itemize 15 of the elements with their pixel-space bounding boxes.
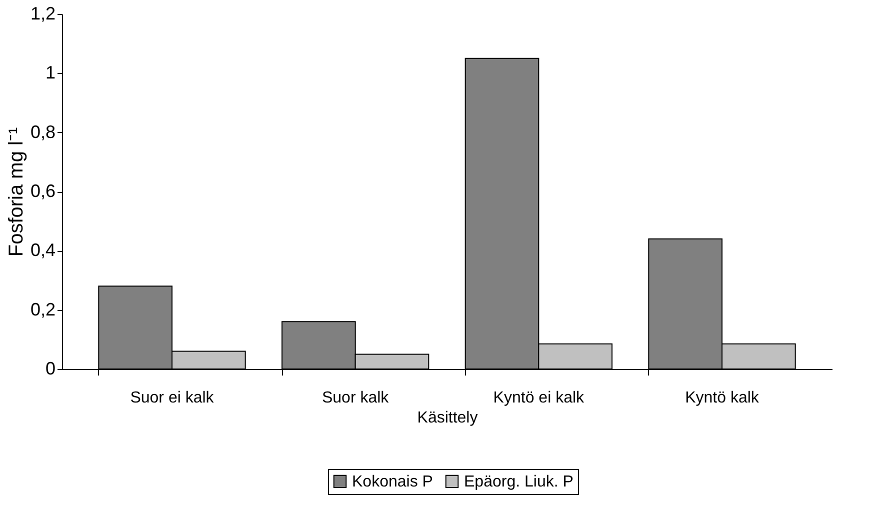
x-tick-label: Suor kalk (322, 390, 390, 406)
legend-label: Kokonais P (352, 473, 433, 490)
y-axis-title: Fosforia mg l⁻¹ (5, 127, 28, 257)
y-tick-label: 0,6 (30, 181, 56, 201)
y-tick-label: 0,4 (30, 240, 56, 260)
y-tick-label: 1 (45, 62, 56, 83)
x-tick-label: Suor ei kalk (130, 390, 215, 406)
x-axis-title: Käsittely (417, 410, 478, 426)
legend-label: Epäorg. Liuk. P (464, 473, 574, 490)
y-tick-label: 1,2 (30, 4, 56, 24)
y-tick-label: 0 (45, 358, 56, 378)
x-tick-label: Kyntö kalk (685, 390, 760, 406)
y-tick-label: 0,8 (30, 122, 56, 142)
x-tick-label: Kyntö ei kalk (493, 390, 586, 406)
y-tick-label: 0,2 (30, 299, 56, 320)
